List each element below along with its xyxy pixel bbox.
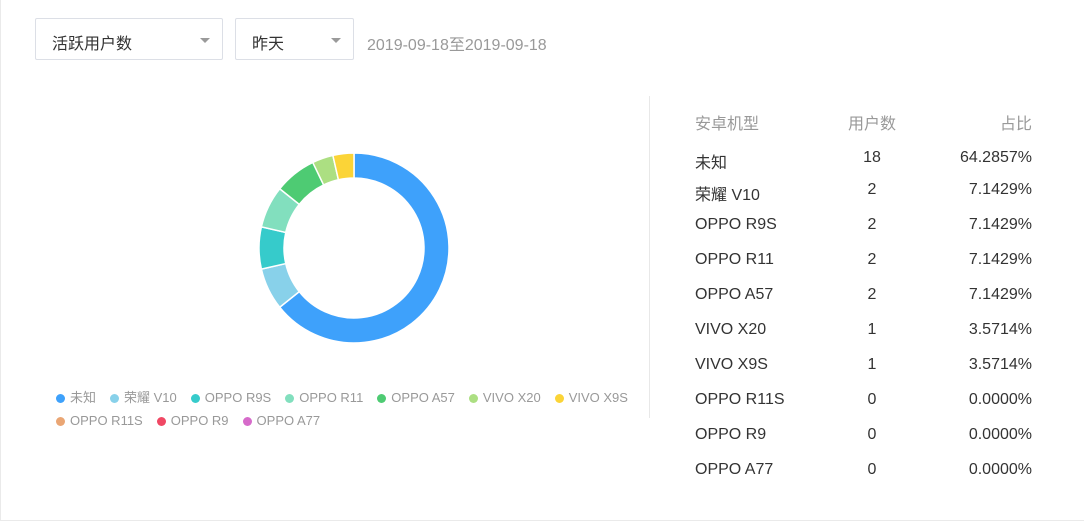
header-share: 占比	[999, 116, 1032, 133]
cell-share: 0.0000%	[968, 391, 1032, 408]
legend-dot-icon	[468, 394, 478, 403]
cell-model: OPPO R11S	[695, 391, 785, 408]
table-row: OPPO R11 2 7.1429%	[695, 245, 1032, 280]
cell-model: OPPO A77	[695, 461, 774, 478]
cell-users: 2	[867, 216, 877, 233]
table-row: 荣耀 V10 2 7.1429%	[695, 175, 1032, 210]
table-row: OPPO R9 0 0.0000%	[695, 420, 1032, 455]
legend-dot-icon	[56, 394, 65, 403]
legend-label: VIVO X20	[482, 390, 541, 405]
cell-users: 0	[867, 461, 877, 478]
table-row: OPPO R9S 2 7.1429%	[695, 210, 1032, 245]
cell-users: 2	[867, 181, 877, 198]
table-row: VIVO X20 1 3.5714%	[695, 315, 1032, 350]
legend-item[interactable]: OPPO R11S	[56, 412, 143, 430]
legend-label: OPPO R11S	[70, 413, 143, 428]
cell-model: VIVO X20	[695, 321, 767, 338]
legend-item[interactable]: OPPO R11	[285, 389, 363, 407]
cell-users: 2	[867, 286, 877, 303]
date-range-text: 2019-09-18至2019-09-18	[367, 37, 547, 54]
table-body: 未知 18 64.2857% 荣耀 V10 2 7.1429% OPPO R9S 2 7.142…	[695, 140, 1032, 490]
cell-share: 64.2857%	[959, 149, 1032, 166]
chart-legend: 未知 荣耀 V10 OPPO R9S OPPO R11 OPPO A57 VIVO X20…	[56, 389, 656, 435]
chevron-down-icon	[200, 38, 210, 43]
cell-model: OPPO R9	[695, 426, 767, 443]
cell-share: 3.5714%	[968, 356, 1032, 373]
cell-share: 0.0000%	[968, 426, 1032, 443]
cell-users: 1	[867, 356, 877, 373]
period-select-value: 昨天	[252, 36, 285, 53]
donut-slice[interactable]	[258, 225, 287, 271]
cell-model: OPPO A57	[695, 286, 774, 303]
cell-users: 18	[863, 149, 881, 166]
legend-label: 未知	[70, 390, 97, 405]
header-model: 安卓机型	[695, 116, 760, 133]
legend-dot-icon	[190, 394, 200, 403]
legend-dot-icon	[242, 417, 252, 426]
legend-label: OPPO A77	[256, 413, 321, 428]
legend-dot-icon	[285, 394, 295, 403]
table-header: 安卓机型 用户数 占比	[695, 104, 1032, 140]
metric-select-value: 活跃用户数	[52, 36, 133, 53]
table-row: VIVO X9S 1 3.5714%	[695, 350, 1032, 385]
legend-label: 荣耀 V10	[124, 390, 177, 405]
legend-item[interactable]: OPPO R9S	[190, 389, 272, 407]
cell-users: 1	[867, 321, 877, 338]
chevron-down-icon	[331, 38, 341, 43]
donut-slice[interactable]	[331, 152, 355, 181]
vertical-divider	[649, 96, 650, 418]
legend-item[interactable]: OPPO R9	[156, 412, 229, 430]
legend-dot-icon	[156, 417, 166, 426]
cell-share: 7.1429%	[968, 251, 1032, 268]
cell-share: 3.5714%	[968, 321, 1032, 338]
cell-users: 0	[867, 391, 877, 408]
legend-item[interactable]: OPPO A77	[242, 412, 321, 430]
table-row: OPPO A57 2 7.1429%	[695, 280, 1032, 315]
table-row: OPPO A77 0 0.0000%	[695, 455, 1032, 490]
legend-item[interactable]: 荣耀 V10	[110, 389, 177, 407]
donut-chart	[258, 152, 450, 344]
donut-slice[interactable]	[278, 152, 450, 344]
legend-dot-icon	[56, 417, 65, 426]
cell-share: 7.1429%	[968, 286, 1032, 303]
cell-model: OPPO R9S	[695, 216, 777, 233]
legend-item[interactable]: VIVO X20	[468, 389, 541, 407]
legend-item[interactable]: OPPO A57	[377, 389, 455, 407]
cell-share: 7.1429%	[968, 181, 1032, 198]
legend-dot-icon	[110, 394, 120, 403]
cell-users: 0	[867, 426, 877, 443]
legend-label: OPPO A57	[391, 390, 455, 405]
cell-model: VIVO X9S	[695, 356, 768, 373]
metric-select[interactable]: 活跃用户数	[35, 18, 223, 60]
legend-dot-icon	[377, 394, 387, 403]
cell-model: 荣耀 V10	[695, 187, 760, 204]
period-select[interactable]: 昨天	[235, 18, 354, 60]
cell-model: OPPO R11	[695, 251, 774, 268]
legend-label: VIVO X9S	[568, 390, 628, 405]
legend-item[interactable]: 未知	[56, 389, 96, 407]
cell-model: 未知	[695, 155, 728, 172]
legend-dot-icon	[554, 394, 564, 403]
cell-share: 0.0000%	[968, 461, 1032, 478]
legend-label: OPPO R11	[299, 390, 364, 405]
cell-share: 7.1429%	[968, 216, 1032, 233]
header-users: 用户数	[847, 116, 896, 133]
table-row: 未知 18 64.2857%	[695, 140, 1032, 175]
cell-users: 2	[867, 251, 877, 268]
table-row: OPPO R11S 0 0.0000%	[695, 385, 1032, 420]
legend-label: OPPO R9S	[204, 390, 272, 405]
legend-item[interactable]: VIVO X9S	[554, 389, 628, 407]
device-table: 安卓机型 用户数 占比 未知 18 64.2857% 荣耀 V10 2 7.1429% OP…	[695, 104, 1032, 490]
legend-label: OPPO R9	[170, 413, 229, 428]
